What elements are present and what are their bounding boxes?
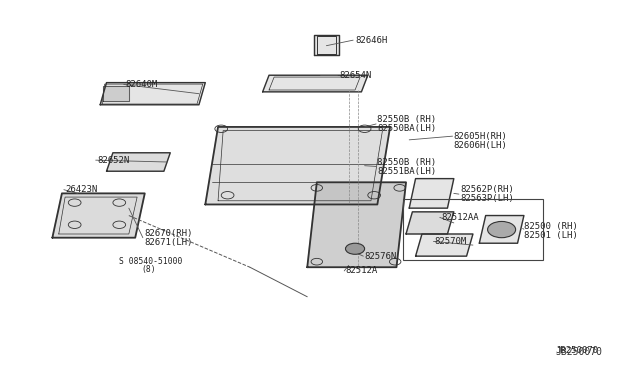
Text: (8): (8): [141, 265, 156, 274]
Text: 82646H: 82646H: [355, 36, 387, 45]
Text: JB250070: JB250070: [556, 346, 599, 355]
Text: 82670(RH): 82670(RH): [145, 230, 193, 238]
Circle shape: [488, 221, 516, 238]
Text: 82640M: 82640M: [125, 80, 158, 89]
Polygon shape: [406, 212, 454, 234]
Text: 82550BA(LH): 82550BA(LH): [378, 124, 436, 133]
Polygon shape: [314, 35, 339, 55]
Text: 82550B (RH): 82550B (RH): [378, 115, 436, 124]
Text: 82654N: 82654N: [339, 71, 371, 80]
Polygon shape: [262, 75, 368, 92]
Polygon shape: [52, 193, 145, 238]
Text: 82606H(LH): 82606H(LH): [454, 141, 508, 150]
Polygon shape: [103, 86, 129, 101]
Text: 82570M: 82570M: [435, 237, 467, 246]
Text: 82652N: 82652N: [97, 155, 129, 165]
Text: 82562P(RH): 82562P(RH): [460, 185, 514, 194]
Text: 82563P(LH): 82563P(LH): [460, 195, 514, 203]
Text: 82512AA: 82512AA: [441, 213, 479, 222]
Text: 82512A: 82512A: [346, 266, 378, 275]
Polygon shape: [415, 234, 473, 256]
Text: 82550B (RH): 82550B (RH): [378, 157, 436, 167]
Text: S 08540-51000: S 08540-51000: [119, 257, 182, 266]
Circle shape: [346, 243, 365, 254]
Text: 82605H(RH): 82605H(RH): [454, 132, 508, 141]
Text: 82501 (LH): 82501 (LH): [524, 231, 578, 240]
Polygon shape: [479, 215, 524, 243]
Text: 82671(LH): 82671(LH): [145, 238, 193, 247]
Text: 82500 (RH): 82500 (RH): [524, 222, 578, 231]
Text: 82576N: 82576N: [365, 251, 397, 261]
Bar: [403, 199, 543, 260]
Text: 26423N: 26423N: [65, 185, 97, 194]
Text: 82551BA(LH): 82551BA(LH): [378, 167, 436, 176]
Polygon shape: [100, 83, 205, 105]
Polygon shape: [307, 182, 406, 267]
Polygon shape: [106, 153, 170, 171]
Polygon shape: [205, 127, 390, 205]
Polygon shape: [409, 179, 454, 208]
Text: JB250070: JB250070: [556, 347, 603, 357]
